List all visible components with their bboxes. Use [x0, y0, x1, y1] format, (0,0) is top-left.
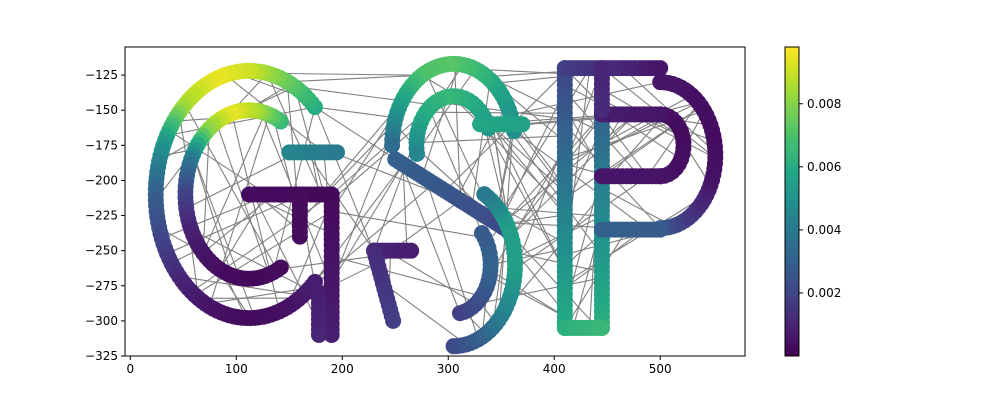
data-point — [476, 186, 493, 203]
graph-edge — [202, 194, 275, 254]
graph-edge — [382, 282, 467, 345]
graph-edge — [494, 67, 591, 223]
x-tick-label: 100 — [225, 362, 248, 376]
data-point — [328, 144, 345, 161]
data-point — [593, 319, 610, 336]
y-tick-label: −150 — [85, 103, 118, 117]
x-tick-label: 500 — [649, 362, 672, 376]
data-point — [403, 242, 420, 259]
graph-edge — [252, 194, 320, 325]
graph-edge — [202, 112, 266, 254]
graph-edge — [609, 114, 665, 177]
graph-edge — [453, 63, 462, 201]
x-axis: 0 100 200 300 400 500 — [126, 356, 672, 376]
graph-edge — [492, 124, 566, 272]
graph-edge — [194, 210, 332, 296]
data-point — [409, 145, 426, 162]
graph-edge — [202, 128, 210, 253]
graph-edge — [502, 90, 566, 217]
data-point — [652, 60, 669, 77]
graph-edge — [308, 163, 404, 290]
graph-edge — [601, 102, 699, 150]
graph-edge — [331, 210, 485, 239]
graph-edge — [483, 123, 566, 272]
data-point — [652, 168, 669, 185]
graph-edge — [601, 106, 702, 177]
x-tick-label: 300 — [437, 362, 460, 376]
data-point — [272, 259, 289, 276]
data-point — [384, 137, 401, 154]
y-tick-label: −125 — [85, 68, 118, 82]
y-tick-label: −300 — [85, 314, 118, 328]
graph-edge — [490, 269, 566, 318]
graph-edge — [564, 194, 707, 284]
graph-edge — [506, 229, 599, 329]
graph-edge — [314, 106, 377, 257]
graph-edge — [331, 128, 394, 285]
axes-frame — [124, 46, 746, 357]
y-tick-label: −200 — [85, 173, 118, 187]
graph-edge — [386, 250, 476, 305]
colorbar: 0.002 0.004 0.006 0.008 — [784, 46, 841, 357]
graph-edge — [421, 63, 460, 177]
graph-edge — [490, 248, 565, 266]
graph-edge — [314, 106, 396, 119]
data-point — [652, 74, 669, 91]
data-point — [652, 106, 669, 123]
plot-area — [147, 55, 724, 355]
colorbar-tick-label: 0.004 — [807, 223, 841, 237]
graph-edge — [306, 152, 375, 251]
graph-edge — [186, 151, 299, 209]
graph-edge — [505, 123, 603, 256]
data-point — [514, 116, 531, 133]
graph-edge — [416, 135, 565, 144]
y-tick-label: −175 — [85, 138, 118, 152]
graph-edge — [471, 79, 491, 208]
data-point — [323, 326, 340, 343]
graph-edge — [564, 94, 693, 165]
x-tick-label: 200 — [331, 362, 354, 376]
colorbar-tick-label: 0.008 — [807, 97, 841, 111]
x-tick-label: 0 — [126, 362, 134, 376]
x-tick-label: 400 — [543, 362, 566, 376]
data-point — [652, 221, 669, 238]
y-axis: −125 −150 −175 −200 −225 −250 −275 −300 −325 — [85, 68, 125, 363]
y-tick-label: −325 — [85, 349, 118, 363]
graph-edge — [514, 175, 649, 270]
y-tick-label: −275 — [85, 279, 118, 293]
data-point — [291, 228, 308, 245]
data-point — [593, 102, 610, 119]
data-point — [385, 312, 402, 329]
graph-edge — [267, 72, 423, 76]
colorbar-tick-label: 0.002 — [807, 286, 841, 300]
graph-nodes — [147, 55, 724, 355]
graph-edge — [428, 108, 489, 249]
graph-edge — [331, 255, 483, 297]
graph-edge — [287, 74, 423, 83]
data-point — [473, 225, 490, 242]
y-tick-label: −225 — [85, 209, 118, 223]
graph-edge — [192, 153, 256, 319]
colorbar-ticks: 0.002 0.004 0.006 0.008 — [799, 97, 841, 300]
y-tick-label: −250 — [85, 244, 118, 258]
graph-edge — [513, 130, 649, 231]
colorbar-tick-label: 0.006 — [807, 160, 841, 174]
graph-edge — [489, 275, 566, 318]
graph-edge — [436, 101, 565, 120]
graph-edge — [601, 187, 674, 227]
data-point — [310, 326, 327, 343]
graph-edge — [513, 123, 566, 193]
graph-edge — [426, 111, 565, 114]
colorbar-gradient — [784, 46, 800, 357]
graph-edge — [489, 146, 566, 277]
graph-edge — [299, 122, 395, 222]
